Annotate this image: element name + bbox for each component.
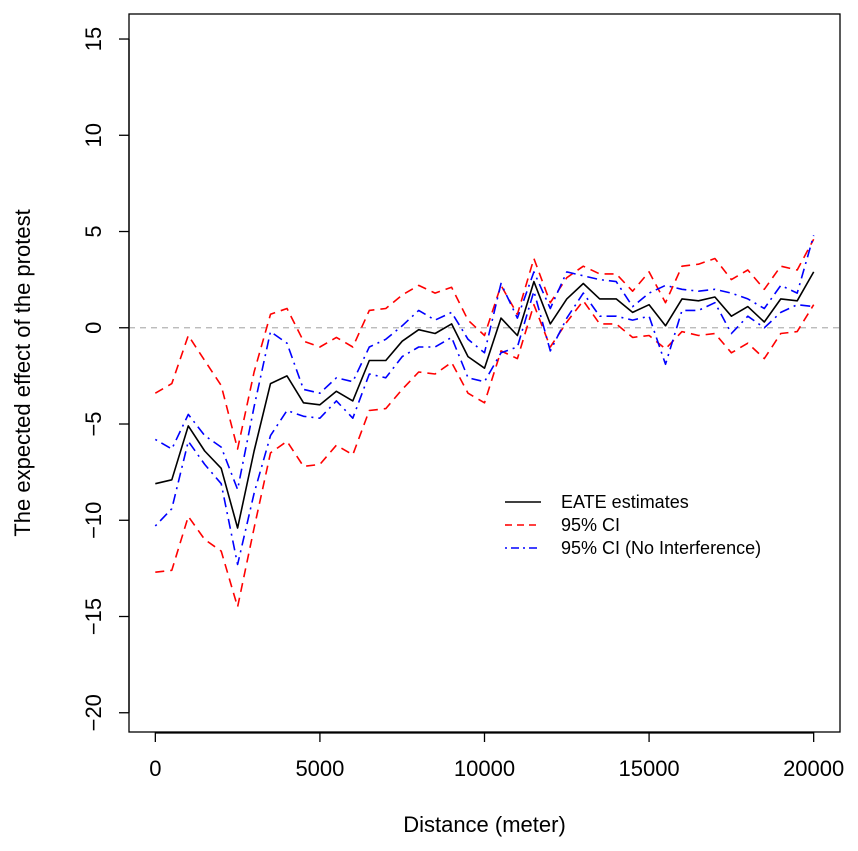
y-tick-label: −10 — [81, 502, 106, 539]
y-tick-label: 5 — [81, 225, 106, 237]
legend-label: 95% CI (No Interference) — [561, 538, 761, 558]
y-tick-label: −15 — [81, 598, 106, 635]
series-line-1 — [155, 271, 815, 529]
y-tick-label: −20 — [81, 694, 106, 731]
legend: EATE estimates 95% CI 95% CI (No Interfere… — [505, 492, 761, 558]
series-line-2 — [154, 238, 815, 450]
y-tick-label: 10 — [81, 123, 106, 147]
y-tick-label: 15 — [81, 27, 106, 51]
x-tick-label: 10000 — [454, 756, 515, 781]
plot-frame — [128, 13, 841, 733]
x-tick-label: 5000 — [295, 756, 344, 781]
y-tick-label: −5 — [81, 411, 106, 436]
legend-label: EATE estimates — [561, 492, 689, 512]
y-axis-title: The expected effect of the protest — [10, 209, 35, 536]
series-line-5 — [154, 290, 814, 566]
x-tick-label: 0 — [149, 756, 161, 781]
y-tick-label: 0 — [81, 322, 106, 334]
series-line-3 — [155, 299, 815, 608]
series-layer — [154, 235, 815, 608]
x-tick-label: 15000 — [618, 756, 679, 781]
x-axis: 0 5000 10000 15000 20000 — [149, 732, 844, 781]
legend-label: 95% CI — [561, 515, 620, 535]
x-axis-title: Distance (meter) — [403, 812, 566, 837]
x-tick-label: 20000 — [783, 756, 844, 781]
y-axis: −20 −15 −10 −5 0 5 10 15 — [81, 27, 130, 731]
series-line-4 — [154, 235, 815, 491]
